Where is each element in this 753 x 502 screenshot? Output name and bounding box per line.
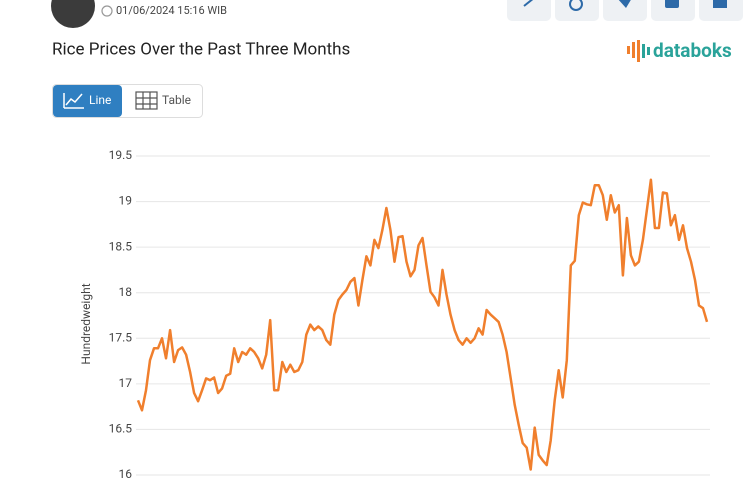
y-tick-label: 19 bbox=[119, 194, 133, 208]
tab-line[interactable] bbox=[53, 85, 122, 117]
brand-logo bbox=[627, 40, 650, 62]
y-tick-label: 16.5 bbox=[109, 422, 133, 436]
y-tick-label: 18 bbox=[119, 285, 133, 299]
tab-label[interactable]: Table bbox=[162, 93, 191, 107]
tab-label[interactable]: Line bbox=[89, 93, 111, 107]
clock-icon bbox=[101, 5, 113, 17]
data-line bbox=[136, 178, 709, 471]
y-tick-label: 16 bbox=[119, 467, 133, 481]
y-tick-label: 17 bbox=[119, 376, 133, 390]
share-buttons[interactable] bbox=[507, 0, 743, 21]
y-tick-label: 17.5 bbox=[109, 330, 133, 344]
table-icon bbox=[135, 91, 158, 110]
line-icon bbox=[63, 93, 84, 109]
y-tick-label: 19.5 bbox=[109, 148, 133, 162]
y-tick-label: 18.5 bbox=[109, 239, 133, 253]
y-axis-label: Hundredweight bbox=[79, 283, 93, 364]
date: 01/06/2024 15:16 WIB bbox=[116, 4, 227, 17]
avatar bbox=[51, 0, 95, 28]
chart-title: Rice Prices Over the Past Three Months bbox=[52, 39, 350, 59]
brand: databoks bbox=[653, 39, 732, 62]
